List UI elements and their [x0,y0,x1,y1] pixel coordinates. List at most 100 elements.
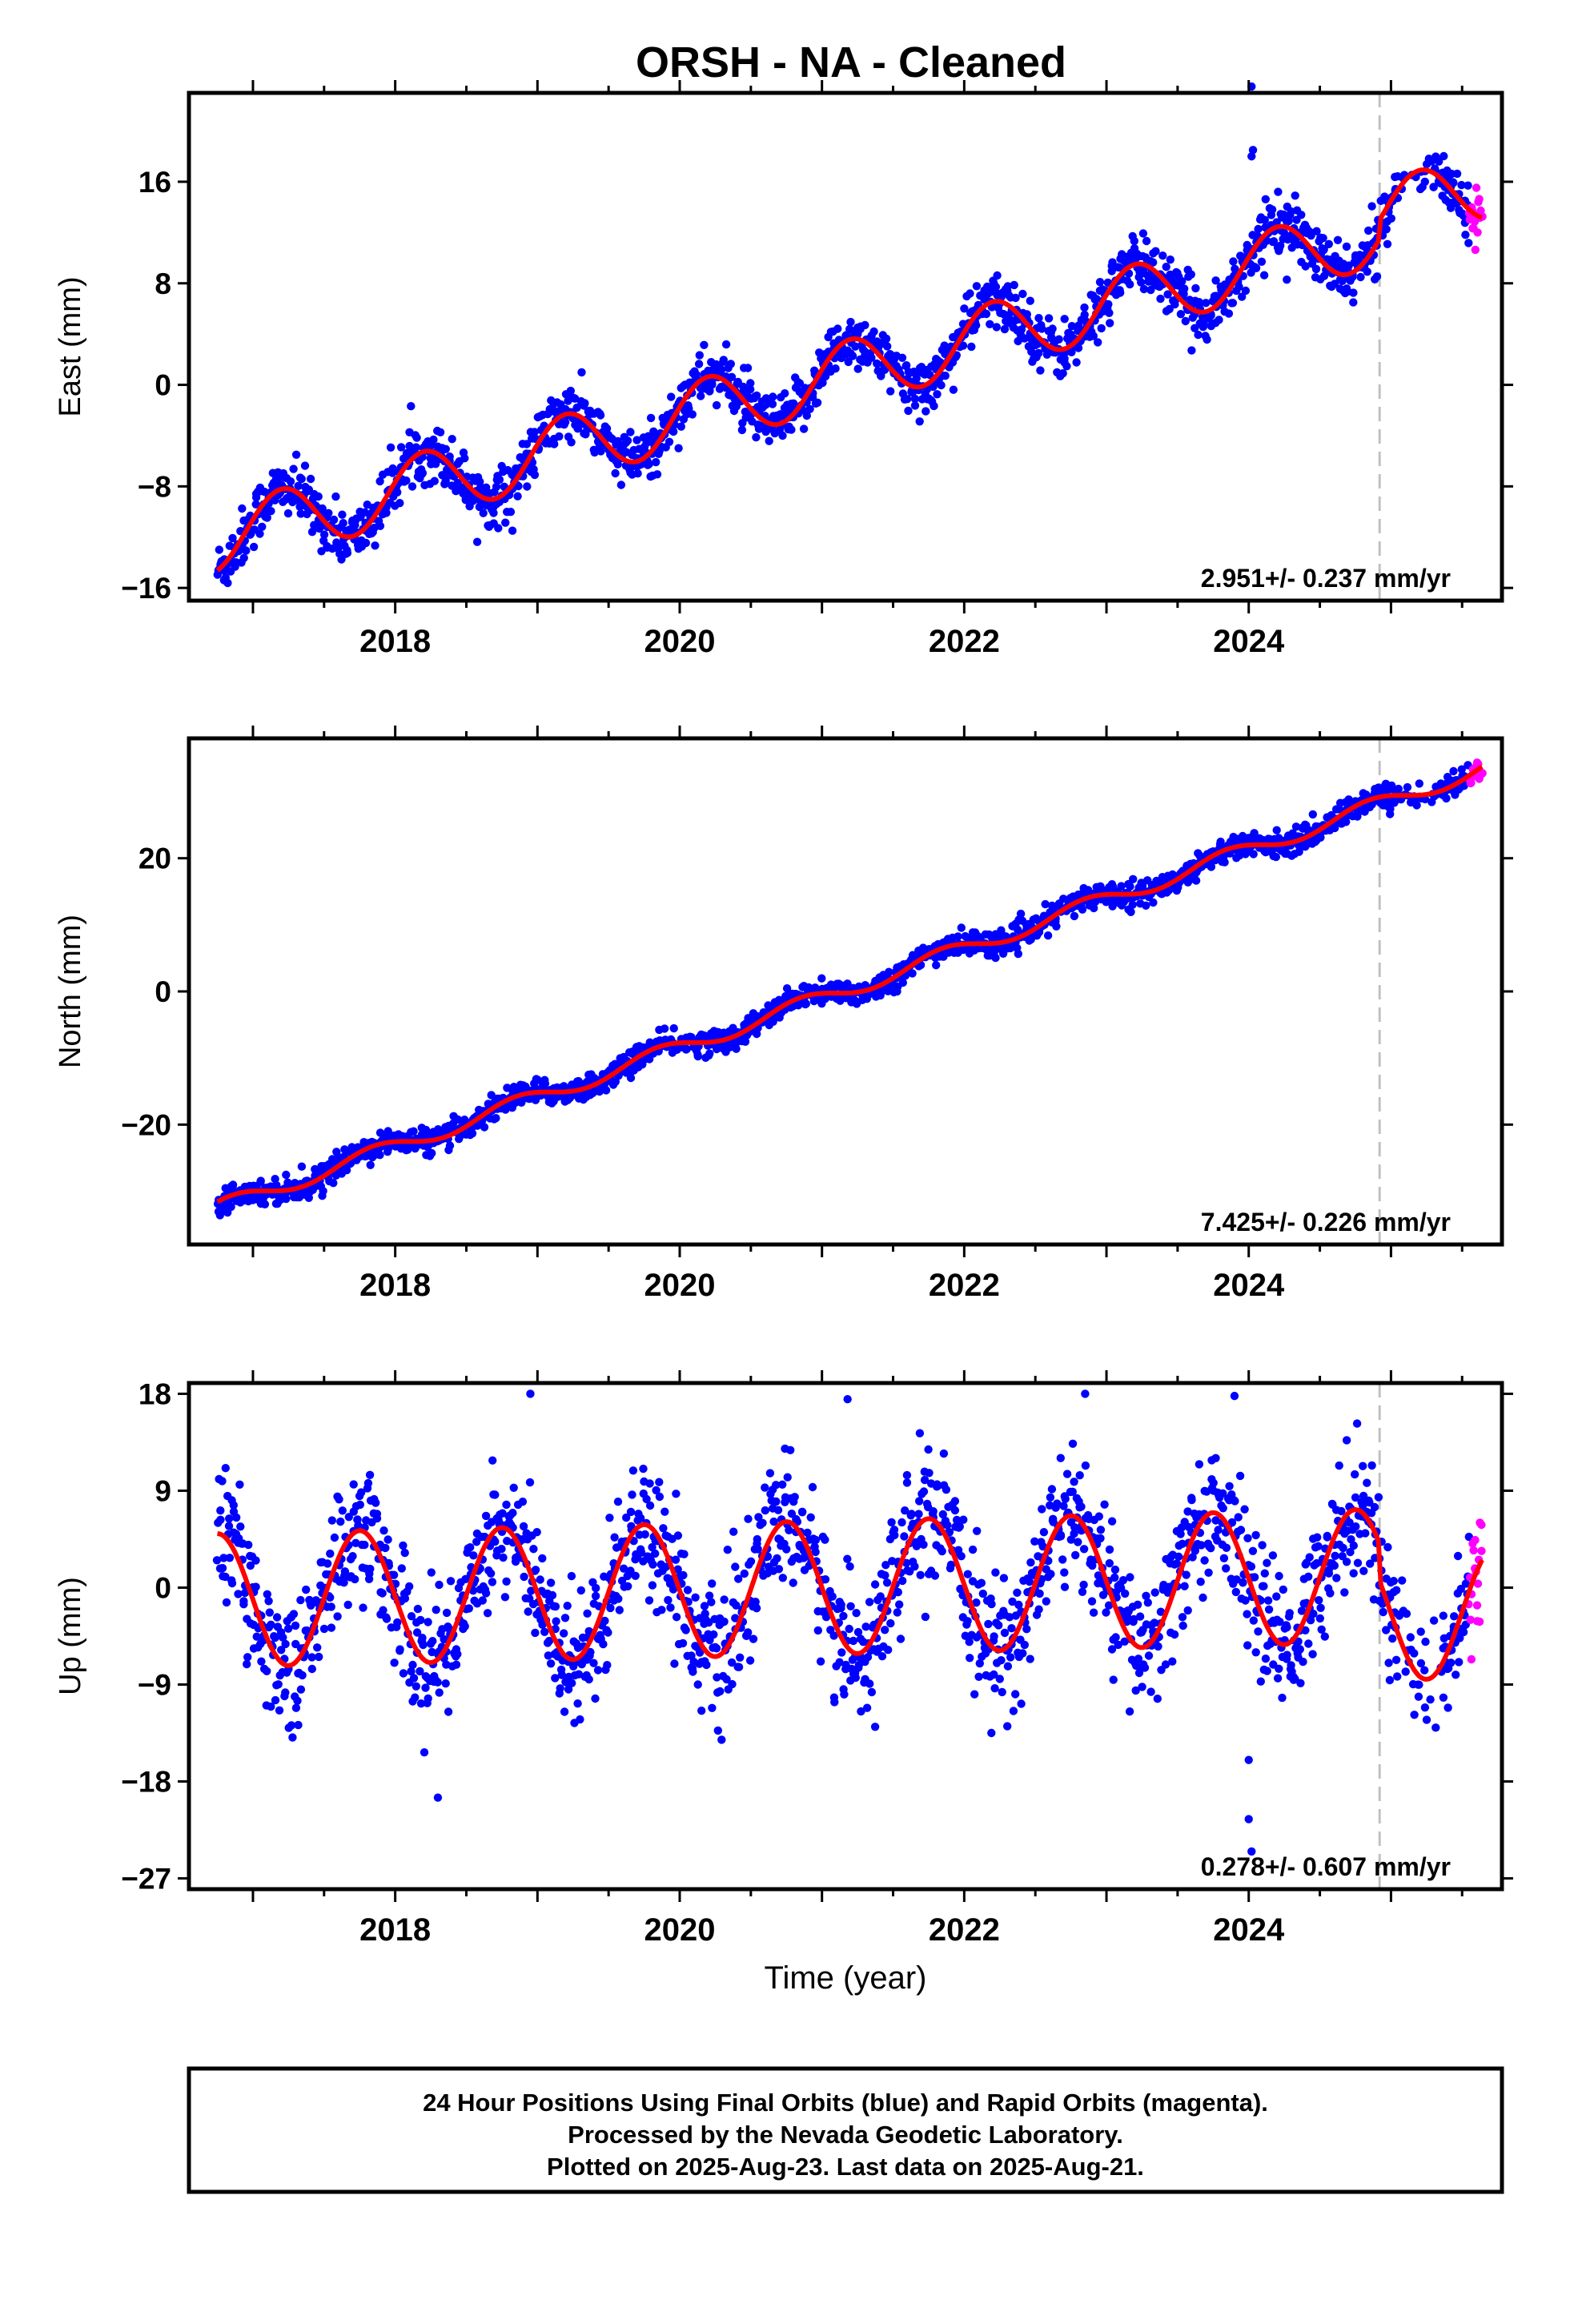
final-orbit-point [379,1526,388,1535]
final-orbit-point [1022,1625,1031,1634]
final-orbit-point [298,1671,307,1680]
final-orbit-point [428,1148,436,1158]
final-orbit-point [1283,1651,1291,1659]
final-orbit-point [296,1685,306,1694]
final-orbit-point [708,1579,717,1588]
final-orbit-point [1320,1632,1330,1641]
final-orbit-point [255,529,264,538]
final-orbit-point [921,1612,930,1622]
final-orbit-point [1142,236,1151,246]
final-orbit-point [603,1661,612,1670]
final-orbit-point [1241,286,1251,296]
final-orbit-point [848,352,857,360]
final-orbit-point [1271,852,1281,862]
final-orbit-point [313,1643,322,1652]
final-orbit-point [1153,1695,1162,1703]
final-orbit-point [705,387,714,396]
final-orbit-point [315,1652,323,1662]
final-orbit-point [1139,284,1149,294]
final-orbit-point [997,1656,1006,1665]
final-orbit-point [1044,314,1054,323]
final-orbit-point [591,1694,600,1703]
final-orbit-point [716,1687,725,1696]
final-orbit-point [1231,1497,1239,1506]
final-orbit-point [500,1593,510,1602]
final-orbit-point [1243,1641,1252,1650]
final-orbit-point [339,1578,348,1587]
final-orbit-point [365,1470,375,1480]
final-orbit-point [1165,304,1174,314]
final-orbit-point [930,1571,940,1580]
final-orbit-point [399,1669,408,1678]
final-orbit-point [752,1604,761,1613]
final-orbit-point [371,541,379,550]
final-orbit-point [336,1517,345,1526]
final-orbit-point [950,1506,960,1515]
final-orbit-point [1274,187,1283,196]
final-orbit-point [225,1554,235,1562]
final-orbit-point [1156,294,1165,304]
final-orbit-point [1054,335,1063,344]
final-orbit-point [375,476,384,486]
final-orbit-point [506,508,516,517]
final-orbit-point [1263,1667,1271,1675]
final-orbit-point [1007,1624,1016,1633]
final-orbit-point [774,1565,784,1574]
final-orbit-point [546,1659,556,1668]
final-orbit-point [1304,1572,1313,1582]
final-orbit-point [720,1617,729,1626]
final-orbit-point [648,1581,657,1590]
final-orbit-point [1316,1603,1325,1613]
final-orbit-point [896,1634,905,1643]
final-orbit-point [837,1648,846,1657]
final-orbit-point [966,1654,974,1663]
final-orbit-point [530,428,539,436]
final-orbit-point [1240,1505,1249,1514]
final-orbit-point [1047,1485,1057,1494]
final-orbit-point [1095,278,1105,287]
final-orbit-point [1278,1693,1287,1703]
final-orbit-point [446,1577,456,1586]
final-orbit-point [1075,1471,1084,1480]
final-orbit-point [1275,1571,1283,1581]
final-orbit-point [680,1550,689,1558]
final-orbit-point [915,1429,925,1437]
final-orbit-point [1130,236,1139,246]
final-orbit-point [632,436,641,444]
final-orbit-point [1146,1687,1155,1696]
final-orbit-point [925,1469,934,1478]
final-orbit-point [1386,810,1395,818]
final-orbit-point [418,1634,427,1642]
final-orbit-point [1326,1589,1335,1598]
final-orbit-point [508,526,517,535]
final-orbit-point [275,1706,284,1715]
y-tick-label: 0 [155,975,171,1008]
final-orbit-point [492,1114,500,1123]
final-orbit-point [216,1506,225,1515]
final-orbit-point [915,1497,924,1506]
final-orbit-point [778,1480,787,1490]
final-orbit-point [243,1659,251,1669]
final-orbit-point [351,1574,359,1584]
final-orbit-point [227,1202,235,1212]
final-orbit-point [1249,1616,1259,1625]
east-rate-label: 2.951+/- 0.237 mm/yr [1201,564,1451,593]
final-orbit-point [1105,1545,1114,1554]
final-orbit-point [1135,1612,1145,1621]
final-orbit-point [1089,1608,1098,1617]
final-orbit-point [813,1626,822,1635]
final-orbit-point [472,537,482,546]
final-orbit-point [1036,366,1045,375]
final-orbit-point [577,368,586,377]
final-orbit-point [966,289,974,298]
final-orbit-point [881,1571,889,1580]
final-orbit-point [994,1621,1003,1630]
final-orbit-point [761,1483,769,1492]
final-orbit-point [651,1549,660,1558]
final-orbit-point [1222,1543,1231,1553]
final-orbit-point [409,1674,419,1683]
final-orbit-point [1367,202,1376,211]
final-orbit-point [1081,1461,1090,1470]
final-orbit-point [728,1679,737,1689]
